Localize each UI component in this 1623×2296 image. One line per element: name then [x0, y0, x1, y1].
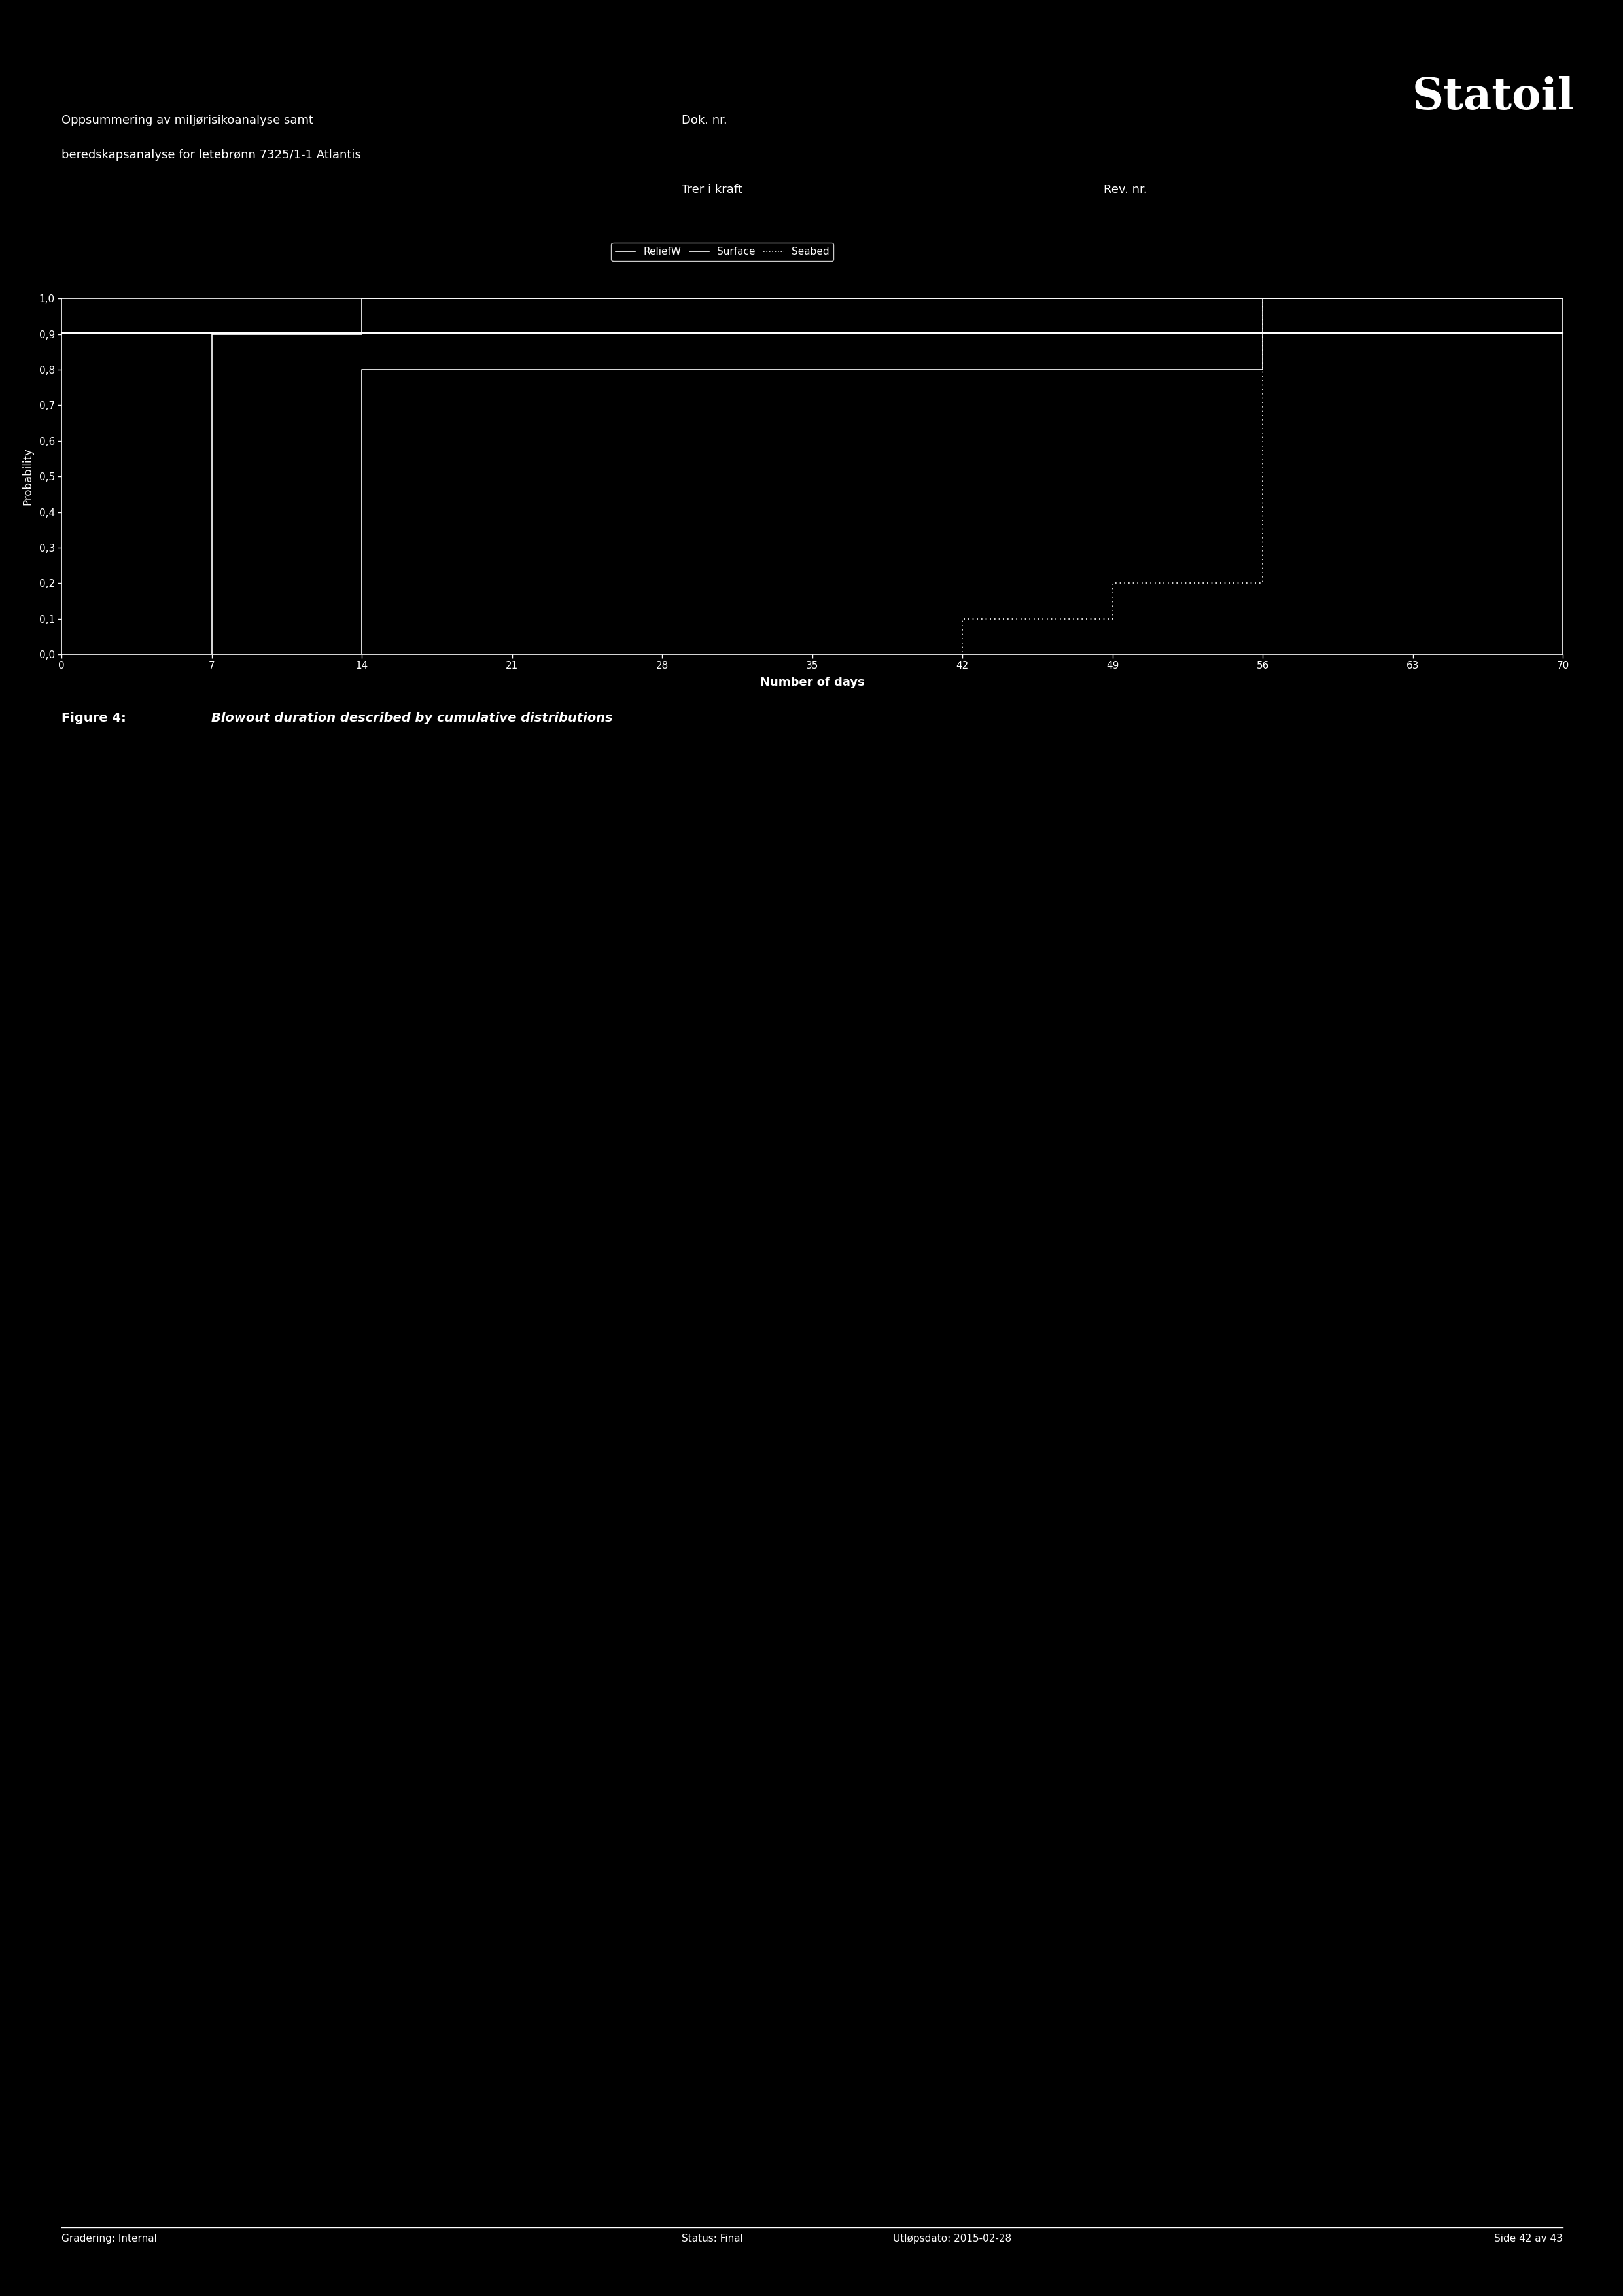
Text: Figure 4:: Figure 4:: [62, 712, 127, 723]
Legend: ReliefW, Surface, Seabed: ReliefW, Surface, Seabed: [612, 243, 833, 262]
Text: beredskapsanalyse for letebrønn 7325/1-1 Atlantis: beredskapsanalyse for letebrønn 7325/1-1…: [62, 149, 362, 161]
Text: Statoil: Statoil: [1412, 76, 1574, 119]
Text: Oppsummering av miljørisikoanalyse samt: Oppsummering av miljørisikoanalyse samt: [62, 115, 313, 126]
Text: Blowout duration described by cumulative distributions: Blowout duration described by cumulative…: [211, 712, 612, 723]
Text: Side 42 av 43: Side 42 av 43: [1495, 2234, 1563, 2243]
Text: Status: Final: Status: Final: [682, 2234, 743, 2243]
Text: Trer i kraft: Trer i kraft: [682, 184, 742, 195]
Text: Utløpsdato: 2015-02-28: Utløpsdato: 2015-02-28: [893, 2234, 1011, 2243]
Text: Rev. nr.: Rev. nr.: [1104, 184, 1147, 195]
Y-axis label: Probability: Probability: [21, 448, 34, 505]
Text: Dok. nr.: Dok. nr.: [682, 115, 727, 126]
Text: Gradering: Internal: Gradering: Internal: [62, 2234, 157, 2243]
X-axis label: Number of days: Number of days: [760, 677, 865, 689]
